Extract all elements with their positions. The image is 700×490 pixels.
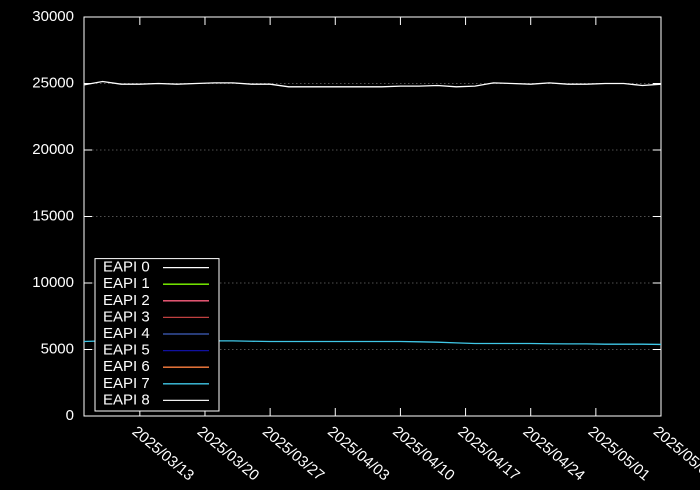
- y-tick-label: 20000: [32, 141, 74, 158]
- y-tick-label: 0: [66, 407, 74, 424]
- legend-label: EAPI 2: [103, 292, 150, 309]
- y-tick-label: 25000: [32, 74, 74, 91]
- plot-border: [83, 16, 662, 417]
- legend-label: EAPI 1: [103, 275, 150, 292]
- series-line: [83, 80, 662, 88]
- legend-label: EAPI 5: [103, 342, 150, 359]
- y-tick-label: 5000: [41, 340, 74, 357]
- legend-label: EAPI 8: [103, 391, 150, 408]
- y-tick-label: 15000: [32, 207, 74, 224]
- legend-label: EAPI 7: [103, 375, 150, 392]
- y-tick-label: 30000: [32, 8, 74, 25]
- legend-label: EAPI 3: [103, 308, 150, 325]
- y-tick-label: 10000: [32, 274, 74, 291]
- legend-label: EAPI 6: [103, 358, 150, 375]
- legend-label: EAPI 4: [103, 325, 150, 342]
- legend-label: EAPI 0: [103, 259, 150, 276]
